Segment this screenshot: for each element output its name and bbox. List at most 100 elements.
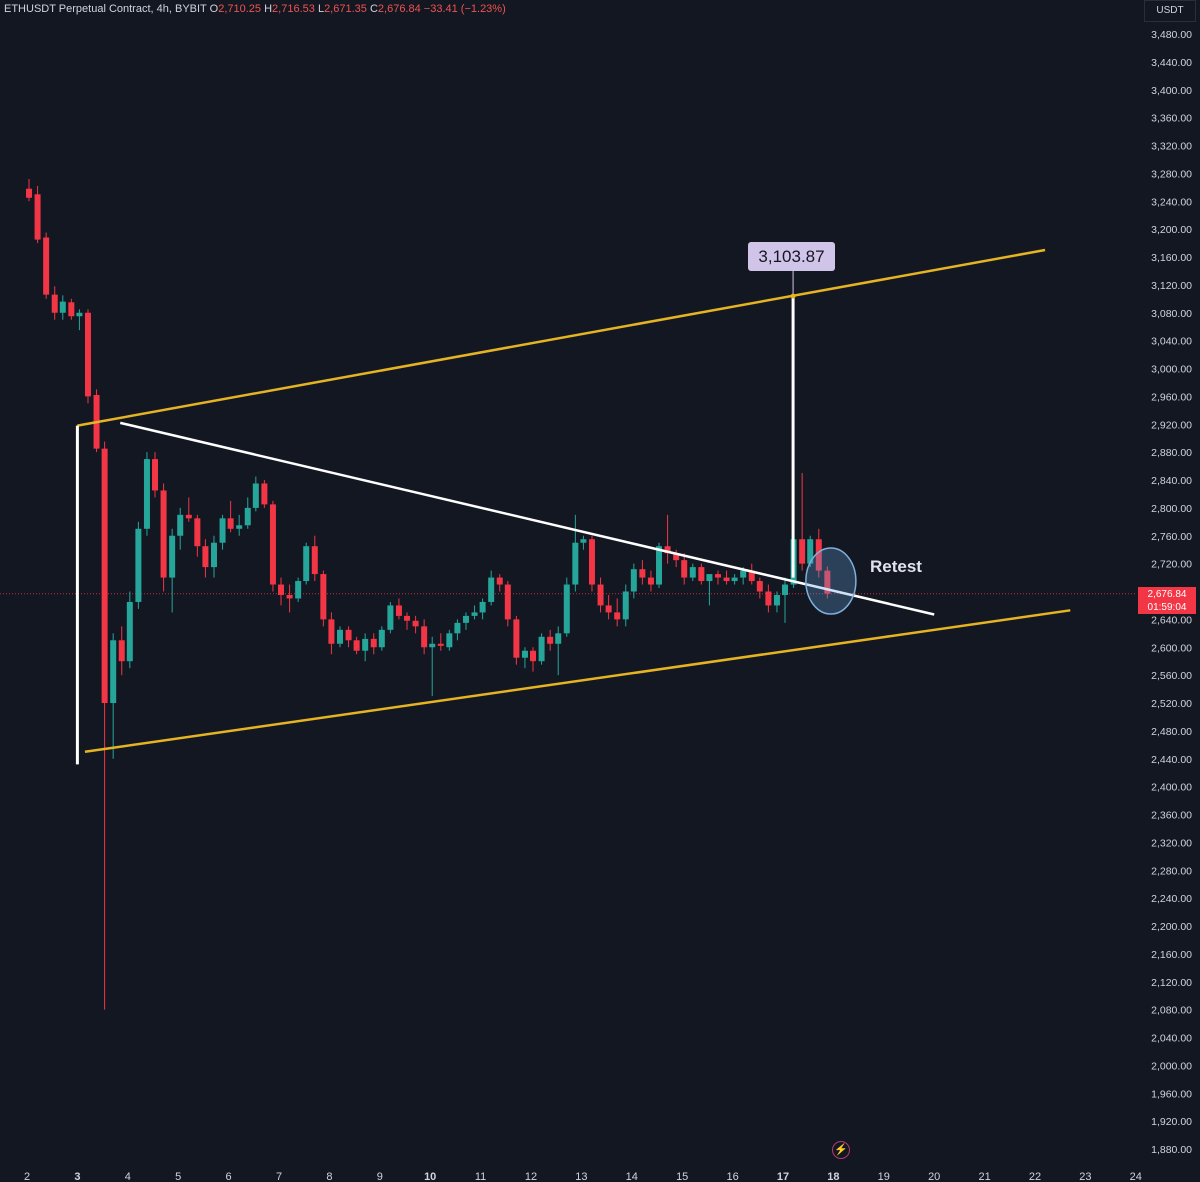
candle-body (597, 584, 604, 606)
y-tick-label: 3,440.00 (1151, 57, 1192, 69)
candle-body (311, 546, 318, 575)
candle-body (278, 584, 285, 595)
candle-body (756, 581, 763, 592)
x-tick-label: 15 (676, 1171, 688, 1182)
low-label: L (317, 3, 325, 15)
low-value: 2,671.35 (324, 3, 367, 15)
y-tick-label: 1,880.00 (1151, 1144, 1192, 1156)
x-tick-label: 7 (276, 1171, 282, 1182)
candle-body (236, 525, 243, 529)
y-tick-label: 3,120.00 (1151, 280, 1192, 292)
y-tick-label: 2,000.00 (1151, 1060, 1192, 1072)
x-tick-label: 17 (777, 1171, 789, 1182)
y-tick-label: 3,480.00 (1151, 29, 1192, 41)
candle-body (563, 584, 570, 634)
close-label: C (369, 3, 378, 15)
candle-body (740, 570, 747, 578)
candle-body (462, 615, 469, 623)
candle-body (26, 188, 33, 198)
candle-countdown: 01:59:04 (1147, 602, 1187, 613)
y-tick-label: 2,760.00 (1151, 531, 1192, 543)
y-tick-label: 2,480.00 (1151, 726, 1192, 738)
candle-body (68, 302, 75, 317)
candle-body (698, 567, 705, 582)
candle-body (210, 542, 217, 568)
candle-body (504, 584, 511, 620)
y-tick-label: 2,160.00 (1151, 949, 1192, 961)
y-tick-label: 2,320.00 (1151, 837, 1192, 849)
x-tick-label: 3 (74, 1171, 80, 1182)
candle-body (471, 612, 478, 616)
symbol-legend: ETHUSDT Perpetual Contract, 4h, BYBIT O2… (4, 3, 506, 15)
y-tick-label: 1,920.00 (1151, 1116, 1192, 1128)
x-tick-label: 16 (726, 1171, 738, 1182)
candle-body (513, 619, 520, 658)
y-tick-label: 2,640.00 (1151, 614, 1192, 626)
channel-lower-line (84, 609, 1071, 754)
candle-body (202, 546, 209, 568)
candle-body (51, 294, 58, 313)
x-tick-label: 23 (1079, 1171, 1091, 1182)
x-tick-label: 2 (24, 1171, 30, 1182)
x-tick-label: 21 (978, 1171, 990, 1182)
x-tick-label: 8 (326, 1171, 332, 1182)
candle-body (446, 633, 453, 648)
candle-body (765, 591, 772, 606)
y-tick-label: 2,880.00 (1151, 447, 1192, 459)
candle-body (664, 546, 671, 554)
candle-body (530, 650, 537, 662)
x-tick-label: 18 (827, 1171, 839, 1182)
retest-circle (805, 547, 857, 615)
y-tick-label: 3,200.00 (1151, 224, 1192, 236)
candle-body (815, 539, 822, 571)
x-tick-label: 14 (626, 1171, 638, 1182)
candle-body (521, 650, 528, 658)
candle-body (572, 542, 579, 585)
current-price-value: 2,676.84 (1147, 589, 1187, 600)
candle-body (538, 636, 545, 662)
candle-body (295, 581, 302, 599)
candle-body (630, 569, 637, 592)
candle-body (135, 528, 142, 602)
candle-body (169, 535, 176, 578)
candle-body (118, 640, 125, 662)
y-tick-label: 3,360.00 (1151, 113, 1192, 125)
candle-body (43, 237, 50, 295)
candle-body (345, 629, 352, 641)
candle-body (177, 514, 184, 536)
x-tick-label: 19 (878, 1171, 890, 1182)
y-tick-label: 3,320.00 (1151, 141, 1192, 153)
y-tick-label: 3,080.00 (1151, 308, 1192, 320)
y-tick-label: 1,960.00 (1151, 1088, 1192, 1100)
symbol-title: ETHUSDT Perpetual Contract, 4h, BYBIT (4, 3, 207, 15)
candle-body (269, 504, 276, 585)
candle-body (110, 640, 117, 703)
candle-body (227, 518, 234, 529)
x-tick-label: 4 (125, 1171, 131, 1182)
candle-body (336, 629, 343, 644)
candle-body (404, 615, 411, 621)
descending-trendline (119, 421, 935, 616)
candle-body (555, 633, 562, 644)
y-tick-label: 2,280.00 (1151, 865, 1192, 877)
candle-body (160, 490, 167, 578)
lightning-icon[interactable]: ⚡ (832, 1141, 850, 1159)
y-tick-label: 2,800.00 (1151, 503, 1192, 515)
y-tick-label: 3,040.00 (1151, 336, 1192, 348)
candle-body (824, 570, 831, 594)
candle-body (252, 483, 259, 508)
candle-body (547, 636, 554, 644)
x-tick-label: 6 (226, 1171, 232, 1182)
candle-body (76, 312, 83, 317)
candle-body (126, 601, 133, 662)
candle-body (706, 574, 713, 582)
x-tick-label: 10 (424, 1171, 436, 1182)
candle-body (353, 640, 360, 651)
candle-body (479, 601, 486, 613)
currency-button[interactable]: USDT (1144, 0, 1196, 22)
x-tick-label: 5 (175, 1171, 181, 1182)
candle-body (605, 605, 612, 613)
candle-body (59, 301, 66, 313)
candle-body (362, 638, 369, 651)
